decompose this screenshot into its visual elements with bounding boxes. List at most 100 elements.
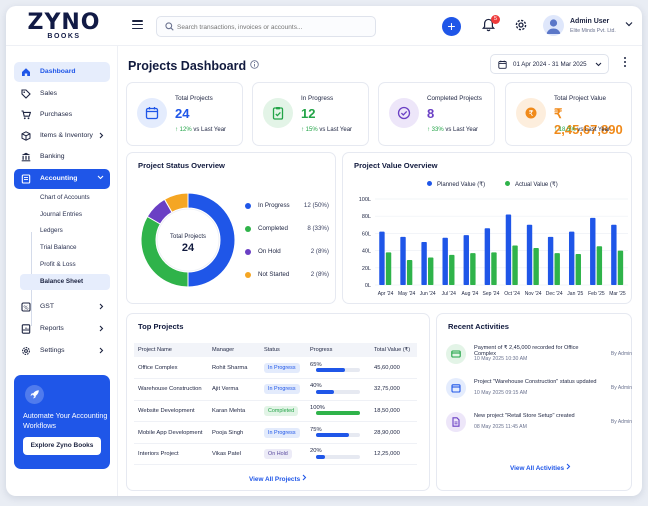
kpi-card-in-progress: In Progress 12 ↑ 15% vs Last Year (252, 82, 369, 146)
app-window: ZYNO BOOKS + 5 Admin User Elite Minds Pv… (6, 6, 642, 496)
bar-actual (406, 260, 413, 285)
user-org: Elite Minds Pvt. Ltd. (570, 28, 616, 34)
kpi-card-total-projects: Total Projects 24 ↑ 12% vs Last Year (126, 82, 243, 146)
view-all-projects-link[interactable]: View All Projects (249, 474, 307, 483)
table-row[interactable]: Website Development Karan Mehta Complete… (134, 400, 417, 423)
project-status: In Progress (260, 357, 306, 380)
submenu-ledgers[interactable]: Ledgers (20, 223, 110, 239)
progress-value: 75% (310, 426, 322, 433)
legend-not-started: Not Started 2 (8%) (245, 270, 329, 280)
kpi-change: ↑ 15% vs Last Year (301, 127, 352, 133)
status-badge: In Progress (264, 427, 300, 438)
project-status: In Progress (260, 421, 306, 444)
document-icon (446, 412, 466, 432)
progress-bar (316, 433, 360, 438)
cart-icon (21, 110, 31, 120)
kpi-change-suffix: vs Last Year (577, 127, 611, 133)
project-value-bar-chart: 0L 20L 40L 60L 80L 100L Apr '24 May '24 Jun '24 J… (359, 197, 628, 297)
legend-completed: Completed 8 (33%) (245, 224, 329, 234)
sidebar-item-gst[interactable]: % GST (14, 297, 110, 317)
table-row[interactable]: Office Complex Rohit Sharma In Progress … (134, 357, 417, 380)
sidebar-item-sales[interactable]: Sales (14, 84, 110, 104)
donut-center (156, 208, 220, 272)
submenu-chart-of-accounts[interactable]: Chart of Accounts (20, 190, 110, 206)
sidebar-item-accounting[interactable]: Accounting (14, 169, 110, 189)
project-name: Interiors Project (134, 443, 208, 466)
submenu-profit-loss[interactable]: Profit & Loss (20, 257, 110, 273)
card-title: Recent Activities (448, 322, 509, 331)
kpi-card-total-value: ₹ Total Project Value ₹ 2,45,67,890 ↑ 18… (505, 82, 632, 146)
bar-actual (470, 253, 476, 285)
progress-bar (316, 411, 360, 416)
chevron-down-icon[interactable] (625, 21, 633, 27)
date-range-picker[interactable]: 01 Apr 2024 - 31 Mar 2025 (490, 54, 609, 74)
chevron-right-icon (566, 463, 571, 470)
value-overview-card: Project Value Overview Planned Value (₹)… (342, 152, 632, 304)
report-icon (21, 324, 31, 334)
sidebar-item-reports[interactable]: Reports (14, 319, 110, 339)
x-tick-label: Oct '24 (504, 291, 520, 297)
kpi-label: Total Project Value (554, 95, 607, 102)
bar-planned (442, 237, 448, 285)
search-icon (165, 22, 174, 31)
explore-button[interactable]: Explore Zyno Books (23, 437, 101, 455)
view-all-activities-link[interactable]: View All Activities (510, 463, 571, 472)
sidebar-item-purchases[interactable]: Purchases (14, 105, 110, 125)
project-status: Completed (260, 400, 306, 423)
chevron-right-icon (99, 347, 104, 354)
legend-name: In Progress (258, 202, 290, 209)
submenu-journal-entries[interactable]: Journal Entries (20, 207, 110, 223)
top-projects-card: Top Projects Project Name Manager Status… (126, 313, 430, 491)
avatar[interactable] (543, 15, 564, 36)
progress-value: 20% (310, 448, 322, 455)
sidebar-item-dashboard[interactable]: Dashboard (14, 62, 110, 82)
kpi-value: 24 (175, 106, 190, 121)
brand-name: ZYNO (27, 10, 101, 35)
project-progress: 40% (306, 378, 370, 401)
progress-value: 65% (310, 361, 322, 368)
bar-planned (590, 217, 596, 285)
kpi-change-value: ↑ 15% (301, 127, 318, 133)
activity-item[interactable]: Project "Warehouse Construction" status … (446, 377, 632, 413)
table-row[interactable]: Mobile App Development Pooja Singh In Pr… (134, 421, 417, 444)
search-box[interactable] (156, 16, 376, 37)
more-options-icon[interactable] (622, 57, 628, 71)
legend-on-hold: On Hold 2 (8%) (245, 247, 329, 257)
submenu-balance-sheet[interactable]: Balance Sheet (20, 274, 110, 290)
column-header: Project Name (134, 343, 208, 357)
info-icon[interactable] (250, 60, 259, 69)
table-row[interactable]: Warehouse Construction Ajit Verma In Pro… (134, 378, 417, 401)
submenu-label: Balance Sheet (40, 278, 84, 285)
search-input[interactable] (177, 20, 367, 34)
menu-toggle-icon[interactable] (132, 20, 143, 30)
sidebar-item-banking[interactable]: Banking (14, 147, 110, 167)
notifications-button[interactable]: 5 (482, 15, 500, 34)
column-header: Manager (208, 343, 260, 357)
clipboard-icon (263, 98, 293, 128)
user-icon (546, 19, 561, 34)
y-tick-label: 20L (362, 266, 371, 272)
legend-in-progress: In Progress 12 (50%) (245, 201, 329, 211)
svg-text:₹: ₹ (528, 109, 533, 118)
table-row[interactable]: Interiors Project Vikas Patel On Hold 20… (134, 443, 417, 466)
legend-name: Actual Value (₹) (515, 182, 558, 188)
chevron-right-icon (302, 474, 307, 481)
settings-button[interactable] (514, 18, 528, 34)
kpi-change-value: ↑ 18.5% (554, 127, 576, 133)
activity-author: By Admin (610, 351, 632, 357)
bar-planned (484, 228, 491, 285)
activity-item[interactable]: New project "Retail Store Setup" created… (446, 411, 632, 447)
column-header: Progress (306, 343, 370, 357)
card-title: Project Value Overview (354, 161, 438, 170)
activity-item[interactable]: Payment of ₹ 2,45,000 recorded for Offic… (446, 343, 632, 379)
donut-center-label: Total Projects (170, 234, 206, 240)
submenu-trial-balance[interactable]: Trial Balance (20, 240, 110, 256)
sidebar-item-label: Banking (40, 153, 65, 160)
sidebar-item-settings[interactable]: Settings (14, 341, 110, 361)
box-icon (21, 131, 31, 141)
sidebar-item-inventory[interactable]: Items & Inventory (14, 126, 110, 146)
brand-logo[interactable]: ZYNO BOOKS (24, 10, 104, 41)
add-new-button[interactable]: + (442, 17, 461, 36)
progress-fill (316, 368, 345, 373)
user-name[interactable]: Admin User (570, 18, 610, 25)
